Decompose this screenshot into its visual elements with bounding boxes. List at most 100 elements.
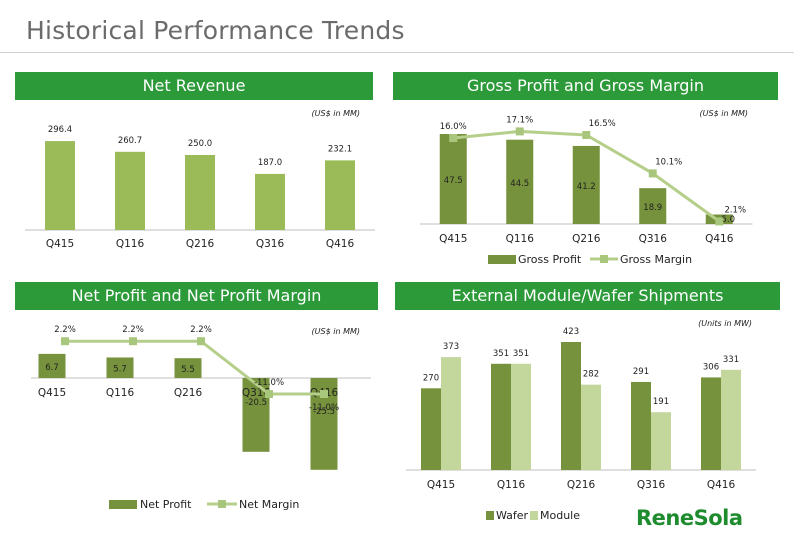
tick-label-Q116: Q116 [497,479,526,491]
data-label-net-profit-Q216: 5.5 [181,365,195,375]
legend-swatch-module [530,511,538,520]
tick-label-Q416: Q416 [707,479,736,491]
marker-gross-margin-Q216 [582,131,591,139]
bar-module-Q316 [651,412,671,470]
data-label-module-Q216: 282 [583,370,599,380]
marker-net-margin-Q416 [320,390,328,398]
data-label-net-margin-Q216: 2.2% [190,325,212,335]
data-label-module-Q316: 191 [653,397,669,407]
bar-Q116 [115,151,145,230]
data-label-Q316: 187.0 [258,158,282,168]
data-label-net-profit-Q416: -25.5 [313,407,335,417]
shipments-chart: (Units in MW) 270 373 Q415 351 351 Q116 423 282 Q… [406,319,756,522]
legend-label-module: Module [540,509,580,522]
bar-wafer-Q216 [561,342,581,470]
data-label-net-margin-Q116: 2.2% [122,325,144,335]
tick-label-Q415: Q415 [439,233,467,245]
data-label-gross-profit-Q416: 5.0 [721,215,735,225]
title-divider [0,52,794,53]
data-label-Q116: 260.7 [118,136,142,146]
legend-marker-gross-margin [600,255,608,263]
tick-label-Q216: Q216 [572,233,601,245]
bar-wafer-Q116 [491,363,511,470]
tick-label-Q415: Q415 [46,238,74,250]
page-title: Historical Performance Trends [26,16,405,45]
renesola-logo-text: ReneSola [636,506,743,530]
data-label-gross-profit-Q216: 41.2 [577,182,596,192]
data-label-Q416: 232.1 [328,144,352,154]
tick-label-Q415: Q415 [38,387,66,399]
data-label-wafer-Q316: 291 [633,367,649,377]
legend-label-gross-profit: Gross Profit [518,253,582,266]
marker-net-margin-Q116 [129,337,137,346]
data-label-net-profit-Q415: 6.7 [45,363,59,373]
tick-label-Q416: Q416 [705,233,734,245]
data-label-module-Q416: 331 [723,355,739,365]
bar-module-Q216 [581,384,601,470]
marker-gross-margin-Q316 [648,169,657,178]
bar-net-profit-Q116 [106,357,134,378]
bar-gross-profit-Q316 [639,188,667,224]
net-revenue-chart: (US$ in MM) 296.4 Q415 260.7 Q116 250.0 Q216 18… [25,109,375,250]
gross-profit-header: Gross Profit and Gross Margin [393,72,778,100]
data-label-wafer-Q415: 270 [423,373,439,383]
legend-swatch-net-profit [109,500,137,509]
bar-module-Q116 [511,363,531,470]
tick-label-Q316: Q316 [256,238,285,250]
data-label-gross-profit-Q116: 44.5 [510,179,529,189]
data-label-module-Q116: 351 [513,349,529,359]
data-label-gross-margin-Q316: 10.1% [655,157,682,167]
unit-note: (Units in MW) [698,319,752,328]
legend-marker-net-margin [218,500,226,508]
data-label-gross-margin-Q416: 2.1% [724,205,746,215]
marker-gross-margin-Q415 [449,134,458,142]
data-label-wafer-Q216: 423 [563,327,579,337]
data-label-gross-profit-Q415: 47.5 [444,176,463,186]
data-label-gross-profit-Q316: 18.9 [643,203,662,213]
bar-Q316 [255,173,285,230]
tick-label-Q116: Q116 [506,233,535,245]
marker-net-margin-Q316 [265,390,273,398]
bar-gross-profit-Q116 [506,139,534,224]
tick-label-Q415: Q415 [427,479,455,491]
tick-label-Q116: Q116 [106,387,135,399]
bar-gross-profit-Q216 [572,145,600,224]
tick-label-Q216: Q216 [567,479,596,491]
data-label-Q415: 296.4 [48,125,72,135]
data-label-module-Q415: 373 [443,342,459,352]
tick-label-Q316: Q316 [637,479,666,491]
bar-Q415 [45,141,75,230]
tick-label-Q116: Q116 [116,238,145,250]
unit-note: (US$ in MM) [312,109,360,118]
renesola-logo: ReneSola [636,506,743,530]
bar-module-Q416 [721,369,741,470]
bar-wafer-Q415 [421,388,441,470]
marker-gross-margin-Q416 [715,217,724,226]
net-profit-chart: (US$ in MM)6.7Q4155.7Q1165.5Q216-20.5Q31… [31,325,371,511]
data-label-net-profit-Q316: -20.5 [245,398,267,408]
bar-wafer-Q316 [631,381,651,470]
net-revenue-header: Net Revenue [15,72,373,100]
tick-label-Q216: Q216 [186,238,215,250]
legend-label-gross-margin: Gross Margin [620,253,692,266]
data-label-Q216: 250.0 [188,139,212,149]
legend-label-wafer: Wafer [496,509,529,522]
unit-note: (US$ in MM) [700,109,748,118]
bar-wafer-Q416 [701,377,721,470]
legend-label-net-margin: Net Margin [239,498,299,511]
net-profit-header: Net Profit and Net Profit Margin [15,282,378,310]
data-label-net-margin-Q416: -11.0% [309,403,339,413]
data-label-gross-margin-Q415: 16.0% [440,122,467,132]
legend-label-net-profit: Net Profit [140,498,192,511]
tick-label-Q316: Q316 [639,233,668,245]
marker-net-margin-Q415 [61,337,69,346]
data-label-net-margin-Q415: 2.2% [54,325,76,335]
marker-gross-margin-Q116 [515,127,524,136]
bar-module-Q415 [441,357,461,470]
tick-label-Q416: Q416 [326,238,355,250]
bar-Q416 [325,160,355,230]
bar-gross-profit-Q415 [439,134,467,224]
gross-profit-chart: (US$ in MM) 47.5 Q415 44.5 Q116 41.2 Q216 18.9 Q… [420,109,753,266]
tick-label-Q216: Q216 [174,387,203,399]
bar-net-profit-Q216 [174,358,202,378]
